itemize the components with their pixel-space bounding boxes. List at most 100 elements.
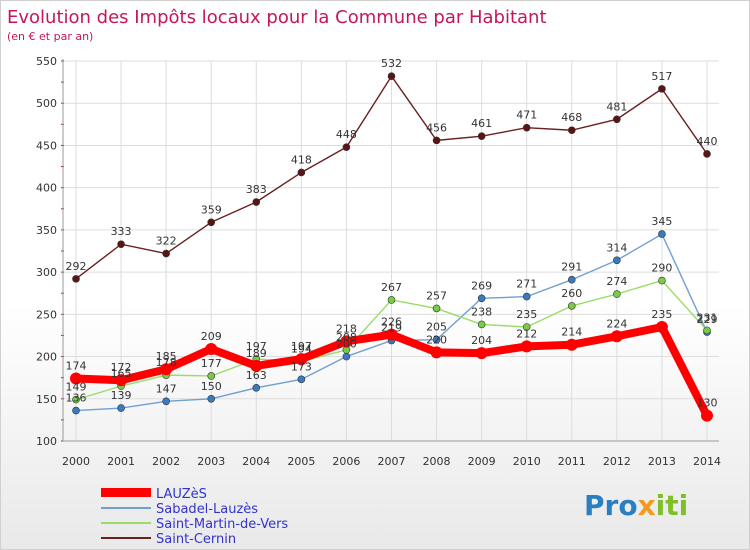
legend-label: Saint-Martin-de-Vers (156, 517, 288, 532)
x-tick-label: 2001 (107, 455, 135, 468)
data-label: 229 (697, 313, 718, 326)
data-label: 448 (336, 128, 357, 141)
legend-item: Saint-Martin-de-Vers (101, 517, 288, 532)
data-label: 194 (291, 343, 312, 356)
data-label: 238 (471, 305, 492, 318)
data-point (162, 249, 170, 258)
data-point (207, 218, 216, 227)
data-point (72, 406, 80, 415)
data-point (522, 323, 531, 331)
data-point (340, 335, 353, 348)
data-point (613, 115, 621, 124)
data-label: 130 (697, 397, 718, 410)
data-label: 468 (561, 111, 582, 124)
data-label: 224 (606, 317, 627, 330)
x-tick-label: 2003 (197, 455, 225, 468)
data-label: 461 (471, 117, 492, 130)
data-label: 165 (111, 367, 132, 380)
data-point (205, 342, 218, 355)
x-tick-label: 2005 (287, 455, 315, 468)
x-tick-label: 2009 (468, 455, 496, 468)
legend-label: Saint-Cernin (156, 532, 236, 547)
data-point (297, 168, 306, 177)
y-tick-label: 550 (36, 55, 57, 68)
data-label: 532 (381, 57, 402, 70)
chart-subtitle: (en € et par an) (7, 30, 93, 43)
x-tick-label: 2002 (152, 455, 180, 468)
data-point (115, 374, 128, 387)
y-tick-label: 100 (36, 435, 57, 448)
data-label: 174 (66, 360, 87, 373)
data-label: 177 (201, 357, 222, 370)
data-point (385, 328, 398, 341)
data-label: 260 (561, 287, 582, 300)
data-label: 197 (246, 340, 267, 353)
data-label: 359 (201, 203, 222, 216)
legend-swatch (101, 537, 151, 539)
data-label: 517 (651, 70, 672, 83)
x-tick-label: 2013 (648, 455, 676, 468)
y-tick-label: 450 (36, 139, 57, 152)
x-tick-label: 2008 (423, 455, 451, 468)
data-point (342, 352, 351, 361)
data-point (387, 72, 396, 80)
data-label: 178 (156, 356, 177, 369)
x-tick-label: 2006 (332, 455, 360, 468)
data-point (477, 132, 486, 140)
proxiti-logo: Proxiti (584, 489, 688, 522)
data-point (70, 372, 82, 385)
data-label: 333 (111, 225, 132, 238)
data-point (342, 143, 351, 151)
data-label: 150 (201, 380, 222, 393)
data-point (160, 363, 173, 376)
data-point (252, 383, 261, 392)
data-point (207, 372, 216, 380)
data-point (520, 340, 533, 353)
data-label: 257 (426, 289, 447, 302)
data-label: 292 (66, 260, 87, 273)
x-tick-label: 2012 (603, 455, 631, 468)
data-point (297, 375, 306, 384)
data-label: 189 (246, 347, 267, 360)
data-label: 204 (471, 334, 492, 347)
data-point (701, 409, 713, 422)
data-label: 267 (381, 281, 402, 294)
chart-title: Evolution des Impôts locaux pour la Comm… (7, 7, 547, 28)
data-point (655, 321, 668, 333)
data-label: 139 (111, 389, 132, 402)
data-label: 440 (697, 135, 718, 148)
data-label: 185 (156, 350, 177, 363)
data-point (658, 85, 666, 93)
legend-swatch (101, 522, 151, 524)
data-label: 226 (381, 316, 402, 329)
data-point (432, 335, 441, 344)
data-point (117, 404, 125, 412)
y-tick-label: 300 (36, 266, 57, 279)
data-point (432, 304, 441, 313)
data-label: 231 (697, 311, 718, 324)
x-tick-label: 2000 (62, 455, 90, 468)
data-label: 214 (561, 326, 582, 339)
data-point (72, 275, 80, 283)
data-point (432, 136, 441, 145)
legend-label: LAUZèS (156, 487, 207, 502)
series-lauz-s (70, 321, 713, 422)
data-point (522, 123, 531, 132)
data-label: 290 (651, 262, 672, 275)
y-tick-label: 350 (36, 224, 57, 237)
data-point (703, 150, 711, 158)
data-point (162, 397, 170, 406)
data-point (567, 275, 576, 284)
data-point (658, 276, 666, 285)
data-label: 219 (381, 322, 402, 335)
data-point (522, 292, 531, 301)
data-label: 149 (66, 381, 87, 394)
data-point (703, 326, 711, 335)
data-label: 209 (201, 330, 222, 343)
data-label: 471 (516, 109, 537, 122)
data-point (567, 302, 576, 310)
data-label: 200 (336, 338, 357, 351)
data-label: 212 (516, 327, 537, 340)
